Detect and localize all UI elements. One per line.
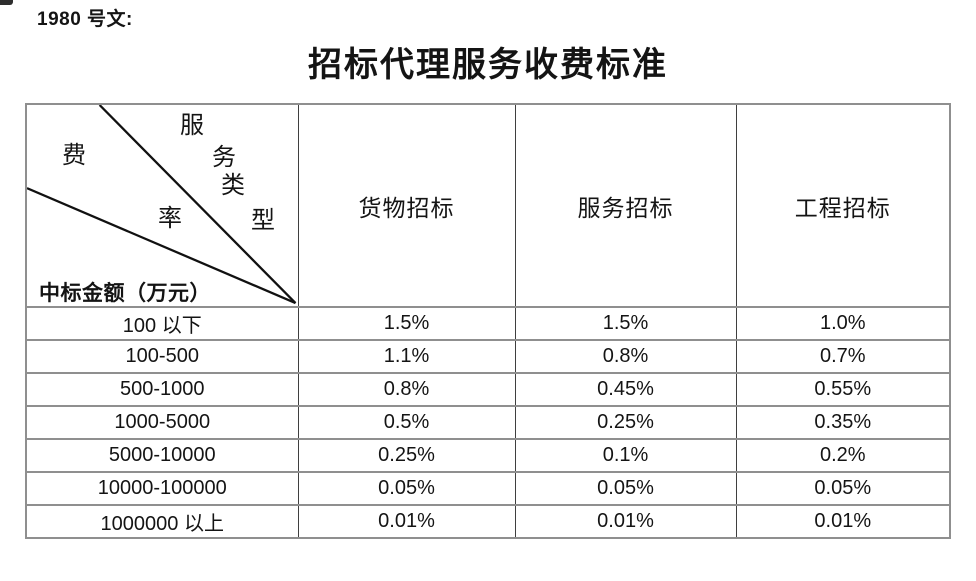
rate-cell: 0.8% <box>514 339 737 374</box>
column-header-2: 服务招标 <box>514 103 737 308</box>
table-row: 100 以下 1.5% 1.5% 1.0% <box>25 306 951 341</box>
scan-artifact <box>0 0 13 5</box>
rate-cell: 0.25% <box>297 438 516 473</box>
rate-cell: 0.7% <box>735 339 951 374</box>
amount-range-cell: 5000-10000 <box>25 438 299 473</box>
table-row: 10000-100000 0.05% 0.05% 0.05% <box>25 471 951 506</box>
service-type-char-2: 务 <box>212 145 236 171</box>
rate-cell: 0.55% <box>735 372 951 407</box>
amount-range-cell: 1000000 以上 <box>25 504 299 539</box>
table-row: 5000-10000 0.25% 0.1% 0.2% <box>25 438 951 473</box>
rate-cell: 0.8% <box>297 372 516 407</box>
rate-cell: 0.05% <box>514 471 737 506</box>
rate-cell: 1.1% <box>297 339 516 374</box>
service-type-char-1: 服 <box>180 113 204 139</box>
table-corner-cell: 服 务 类 型 费 率 中标金额（万元） <box>25 103 299 308</box>
rate-label-char-1: 费 <box>62 143 86 169</box>
rate-cell: 0.01% <box>297 504 516 539</box>
rate-cell: 0.5% <box>297 405 516 440</box>
diagonal-split-lines <box>27 105 297 305</box>
service-type-char-3: 类 <box>221 173 245 199</box>
rate-cell: 0.01% <box>514 504 737 539</box>
service-type-char-4: 型 <box>251 208 275 234</box>
column-header-1: 货物招标 <box>297 103 516 308</box>
amount-range-cell: 500-1000 <box>25 372 299 407</box>
amount-range-cell: 100-500 <box>25 339 299 374</box>
rate-cell: 0.25% <box>514 405 737 440</box>
table-row: 500-1000 0.8% 0.45% 0.55% <box>25 372 951 407</box>
rate-cell: 0.01% <box>735 504 951 539</box>
amount-range-cell: 100 以下 <box>25 306 299 341</box>
rate-cell: 0.45% <box>514 372 737 407</box>
rate-cell: 1.5% <box>297 306 516 341</box>
amount-range-cell: 1000-5000 <box>25 405 299 440</box>
fee-standard-table: 服 务 类 型 费 率 中标金额（万元） 货物招标 服务招标 工程招标 100 以下… <box>25 103 951 539</box>
rate-cell: 1.5% <box>514 306 737 341</box>
rate-cell: 0.35% <box>735 405 951 440</box>
column-header-3: 工程招标 <box>735 103 951 308</box>
rate-cell: 1.0% <box>735 306 951 341</box>
amount-range-cell: 10000-100000 <box>25 471 299 506</box>
rate-cell: 0.1% <box>514 438 737 473</box>
bid-amount-axis-label: 中标金额（万元） <box>39 281 211 305</box>
rate-cell: 0.05% <box>735 471 951 506</box>
table-header-row: 服 务 类 型 费 率 中标金额（万元） 货物招标 服务招标 工程招标 <box>25 103 951 308</box>
rate-label-char-2: 率 <box>158 206 182 232</box>
table-row: 1000-5000 0.5% 0.25% 0.35% <box>25 405 951 440</box>
rate-cell: 0.05% <box>297 471 516 506</box>
page-title: 招标代理服务收费标准 <box>308 47 668 84</box>
rate-cell: 0.2% <box>735 438 951 473</box>
table-row: 100-500 1.1% 0.8% 0.7% <box>25 339 951 374</box>
doc-number-label: 1980 号文: <box>37 9 133 30</box>
table-row: 1000000 以上 0.01% 0.01% 0.01% <box>25 504 951 539</box>
